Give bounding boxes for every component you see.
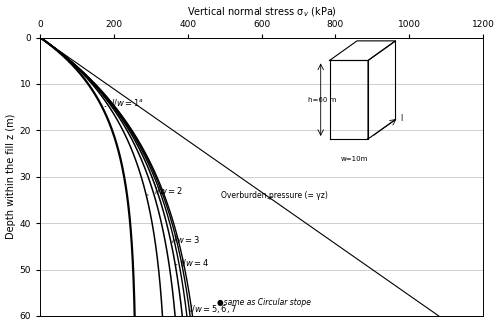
Text: $l/w = 2$: $l/w = 2$ xyxy=(146,185,182,196)
Text: ●same as Circular stope: ●same as Circular stope xyxy=(218,298,312,306)
Text: $l/w = 4$: $l/w = 4$ xyxy=(176,257,209,268)
Text: h=60 m: h=60 m xyxy=(308,97,336,103)
Text: $l/w = 1^a$: $l/w = 1^a$ xyxy=(105,97,144,108)
Text: w=10m: w=10m xyxy=(340,156,368,162)
Text: $l/w = 5, 6, 7$: $l/w = 5, 6, 7$ xyxy=(186,303,238,315)
Text: l: l xyxy=(400,114,402,123)
Y-axis label: Depth within the fill z (m): Depth within the fill z (m) xyxy=(6,114,16,239)
Text: Overburden pressure (= γz): Overburden pressure (= γz) xyxy=(221,191,328,200)
Text: $l/w = 3$: $l/w = 3$ xyxy=(166,234,200,245)
X-axis label: Vertical normal stress σ$_v$ (kPa): Vertical normal stress σ$_v$ (kPa) xyxy=(186,6,336,19)
